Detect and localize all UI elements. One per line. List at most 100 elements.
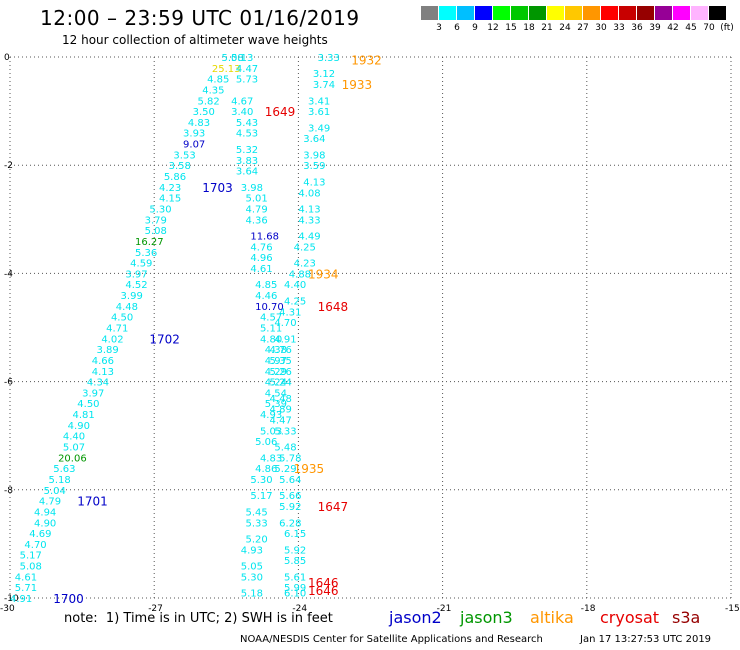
swh-value-track-a: 4.86	[255, 464, 277, 475]
pass-time-label: 1646	[308, 576, 339, 590]
swh-value-track-a: 4.96	[250, 253, 272, 264]
x-tick-label: -15	[725, 604, 740, 614]
color-swatch	[673, 6, 690, 20]
color-scale-label: 15	[505, 23, 517, 33]
swh-value-track-b: 4.91	[274, 334, 296, 345]
swh-value-track-a: 5.17	[20, 551, 42, 562]
color-swatch	[691, 6, 708, 20]
swh-value-track-a: 4.13	[92, 367, 114, 378]
swh-value-track-a: 5.07	[63, 443, 85, 454]
color-scale-label: 12	[487, 23, 499, 33]
swh-value-track-a: 4.57	[260, 313, 282, 324]
color-scale-label: 27	[577, 23, 589, 33]
swh-value-track-b: 5.24	[270, 378, 292, 389]
swh-value-track-b: 5.99	[284, 583, 306, 594]
swh-value-track-b: 4.13	[303, 177, 325, 188]
swh-value-track-a: 5.30	[241, 572, 263, 583]
swh-value-track-a: 4.83	[188, 118, 210, 129]
swh-value-track-a: 4.02	[101, 334, 123, 345]
color-swatch	[547, 6, 564, 20]
swh-value-track-a: 16.27	[135, 237, 164, 248]
swh-value-track-b: 5.85	[284, 556, 306, 567]
swh-value-track-a: 4.97	[265, 356, 287, 367]
swh-value-track-a: 4.85	[255, 280, 277, 291]
swh-value-track-a: 4.34	[87, 378, 109, 389]
swh-value-track-b: 4.89	[270, 405, 292, 416]
color-scale-label: (ft)	[720, 23, 734, 33]
color-scale-label: 21	[541, 23, 553, 33]
legend-s3a: s3a	[672, 608, 701, 627]
swh-value-track-b: 5.78	[279, 453, 301, 464]
swh-value-track-b: 4.47	[270, 415, 292, 426]
swh-value-track-a: 5.11	[260, 324, 282, 335]
swh-value-track-a: 5.08	[20, 562, 42, 573]
swh-value-track-a: 4.66	[92, 356, 114, 367]
x-tick-label: -21	[437, 604, 452, 614]
swh-value-track-b: 4.23	[294, 259, 316, 270]
pass-time-label: 1932	[351, 54, 382, 68]
swh-value-track-a: 5.18	[241, 589, 263, 600]
swh-value-track-a: 5.13	[231, 53, 253, 64]
swh-value-track-b: 5.61	[284, 572, 306, 583]
pass-time-label: 1934	[308, 267, 339, 281]
swh-value-track-b: 4.48	[270, 394, 292, 405]
swh-value-track-b: 3.98	[303, 150, 325, 161]
swh-value-track-a: 3.93	[183, 129, 205, 140]
y-tick-label: -8	[4, 486, 13, 496]
color-swatch	[655, 6, 672, 20]
swh-value-track-a: 4.38	[265, 345, 287, 356]
swh-value-track-a: 4.35	[202, 85, 224, 96]
color-scale-label: 9	[472, 23, 478, 33]
color-swatch	[439, 6, 456, 20]
swh-value-track-a: 5.45	[246, 507, 268, 518]
swh-value-track-a: 5.73	[236, 75, 258, 86]
swh-value-track-b: 5.64	[279, 475, 301, 486]
swh-value-track-b: 3.33	[318, 53, 340, 64]
legend-cryosat: cryosat	[600, 608, 660, 627]
pass-time-label: 1646	[308, 584, 339, 598]
swh-value-track-a: 4.61	[250, 264, 272, 275]
swh-value-track-b: 3.64	[303, 134, 325, 145]
swh-value-track-a: 4.40	[63, 432, 85, 443]
swh-value-track-a: 25.13	[212, 64, 241, 75]
swh-value-track-a: 5.82	[197, 96, 219, 107]
color-swatch	[601, 6, 618, 20]
chart-subtitle: 12 hour collection of altimeter wave hei…	[62, 33, 328, 47]
swh-value-track-a: 4.59	[130, 259, 152, 270]
legend-jason2: jason2	[389, 608, 442, 627]
swh-value-track-b: 4.88	[289, 269, 311, 280]
swh-value-track-a: 5.30	[250, 475, 272, 486]
swh-value-track-a: 4.29	[265, 367, 287, 378]
legend-altika: altika	[530, 608, 574, 627]
swh-value-track-a: 5.63	[53, 464, 75, 475]
color-scale-label: 3	[436, 23, 442, 33]
swh-value-track-a: 4.54	[265, 388, 287, 399]
swh-value-track-a: 4.70	[24, 540, 46, 551]
pass-time-label: 1702	[149, 332, 180, 346]
pass-time-label: 1933	[342, 78, 373, 92]
swh-value-track-a: 3.64	[236, 167, 258, 178]
swh-value-track-a: 9.07	[183, 140, 205, 151]
color-scale-label: 33	[613, 23, 625, 33]
pass-time-label: 1647	[318, 500, 349, 514]
color-swatch	[583, 6, 600, 20]
swh-value-track-a: 4.46	[255, 291, 277, 302]
color-scale-label: 70	[703, 23, 715, 33]
color-scale-label: 36	[631, 23, 643, 33]
swh-value-track-b: 3.12	[313, 69, 335, 80]
swh-value-track-a: 5.39	[265, 399, 287, 410]
swh-value-track-a: 3.53	[173, 150, 195, 161]
swh-value-track-b: 4.25	[284, 296, 306, 307]
swh-value-track-a: 3.58	[169, 161, 191, 172]
swh-value-track-a: 4.80	[260, 334, 282, 345]
swh-value-track-a: 3.98	[241, 183, 263, 194]
color-swatch	[637, 6, 654, 20]
swh-value-track-a: 3.50	[193, 107, 215, 118]
swh-value-track-b: 4.33	[298, 215, 320, 226]
swh-value-track-b: 4.49	[298, 232, 320, 243]
color-swatch	[457, 6, 474, 20]
swh-value-track-a: 4.94	[34, 507, 56, 518]
color-swatch	[529, 6, 546, 20]
color-scale-label: 24	[559, 23, 571, 33]
swh-value-track-b: 5.92	[279, 502, 301, 513]
